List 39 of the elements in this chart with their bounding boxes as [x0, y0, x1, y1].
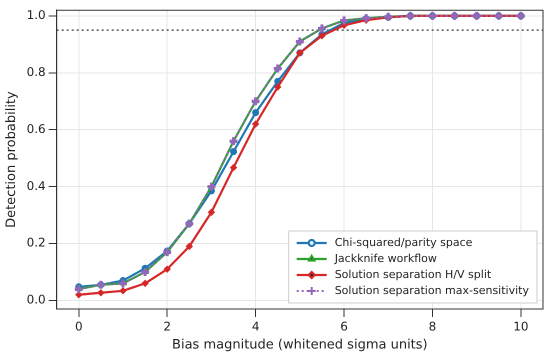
x-tick-label: 6: [340, 319, 348, 334]
x-tick-label: 2: [163, 319, 172, 334]
point: [316, 22, 328, 34]
point: [75, 291, 82, 298]
point: [206, 181, 217, 192]
x-tick-label: 4: [252, 319, 260, 334]
point: [252, 109, 260, 116]
point: [230, 148, 238, 156]
legend-label: Chi-squared/parity space: [334, 236, 473, 249]
point: [230, 164, 238, 172]
point: [73, 284, 84, 295]
y-tick-label: 0.0: [26, 292, 46, 307]
y-tick-label: 1.0: [26, 8, 46, 22]
point: [162, 246, 173, 258]
point: [142, 280, 149, 287]
legend-label: Solution separation max-sensitivity: [334, 284, 530, 297]
point: [164, 266, 171, 273]
point: [97, 289, 104, 296]
point: [360, 12, 372, 24]
point: [382, 11, 394, 22]
y-tick-label: 0.6: [26, 122, 46, 136]
point: [274, 84, 282, 91]
x-axis-title: Bias magnitude (whitened sigma units): [172, 338, 428, 353]
y-tick-label: 0.8: [26, 64, 46, 79]
point: [250, 96, 262, 107]
y-tick-label: 0.2: [26, 236, 46, 250]
point: [118, 278, 128, 289]
y-tick-label: 0.4: [26, 178, 46, 193]
point: [252, 120, 260, 128]
point: [208, 208, 215, 216]
x-tick-label: 10: [513, 319, 529, 334]
point: [186, 242, 193, 250]
point: [228, 136, 240, 147]
legend-label: Solution separation H/V split: [334, 268, 492, 281]
point: [120, 287, 126, 294]
x-tick-label: 8: [428, 319, 436, 334]
x-tick-label: 0: [74, 319, 83, 334]
y-axis-title: Detection probability: [4, 90, 20, 228]
legend-label: Jackknife workflow: [334, 252, 437, 265]
